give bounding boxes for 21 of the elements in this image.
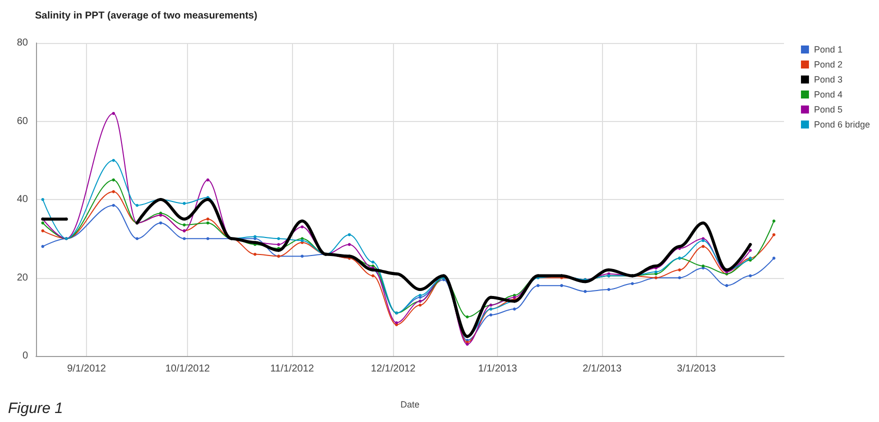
x-tick-label: 10/1/2012 xyxy=(165,364,210,374)
x-tick-label: 3/1/2013 xyxy=(676,364,716,374)
legend-label: Pond 6 bridge xyxy=(814,120,870,130)
y-tick-label: 60 xyxy=(16,116,28,127)
legend-label: Pond 4 xyxy=(814,90,842,100)
caption: Figure 1 xyxy=(8,400,64,417)
legend-label: Pond 2 xyxy=(814,60,842,70)
chart-title: Salinity in PPT (average of two measurements) xyxy=(35,10,258,22)
x-tick-label: 11/1/2012 xyxy=(270,364,314,374)
x-tick-label: 1/1/2013 xyxy=(478,364,518,374)
y-tick-label: 80 xyxy=(16,38,28,48)
legend-label: Pond 1 xyxy=(814,44,842,54)
x-axis-title: Date xyxy=(400,400,420,410)
x-tick-label: 9/1/2012 xyxy=(67,364,106,374)
y-tick-label: 20 xyxy=(16,272,28,284)
x-tick-label: 12/1/2012 xyxy=(370,364,416,374)
x-tick-label: 2/1/2013 xyxy=(582,364,622,374)
y-tick-label: 0 xyxy=(22,350,28,362)
legend-label: Pond 5 xyxy=(814,104,842,114)
y-tick-label: 40 xyxy=(16,194,28,205)
legend-label: Pond 3 xyxy=(814,74,842,84)
